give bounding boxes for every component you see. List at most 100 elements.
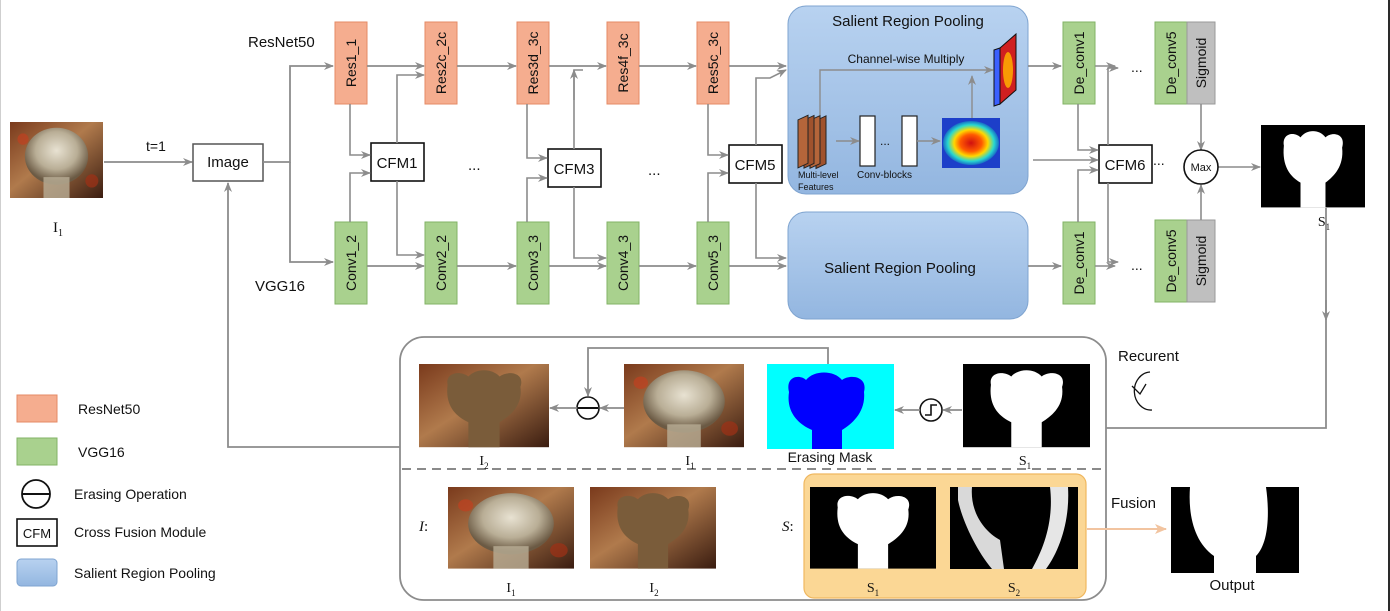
- legend: ResNet50 VGG16 Erasing Operation CFM Cro…: [16, 394, 216, 587]
- deconv-dots-top: ...: [1131, 59, 1143, 75]
- svg-text:CFM1: CFM1: [377, 155, 418, 172]
- svg-text:De_conv5: De_conv5: [1163, 31, 1179, 94]
- svg-text:Sigmoid: Sigmoid: [1193, 236, 1209, 287]
- dots-2: ...: [648, 162, 661, 179]
- saliency-set-label: S:: [782, 519, 794, 535]
- fusion-label: Fusion: [1111, 495, 1156, 512]
- saliency-set-s1: [810, 487, 936, 569]
- vgg-block-5: Conv5_3: [696, 221, 730, 305]
- deconv-top-1: De_conv1: [1062, 21, 1096, 105]
- erasing-operation-node: [576, 396, 600, 420]
- multi-level-features-icon: [797, 114, 827, 170]
- weighted-feature-cube: [993, 32, 1017, 107]
- legend-erase-icon: [21, 479, 51, 509]
- final-output-map: [1171, 487, 1299, 573]
- saliency-map-s1-label: S1: [1318, 215, 1330, 232]
- svg-text:De_conv1: De_conv1: [1071, 231, 1087, 294]
- srp-upper-title: Salient Region Pooling: [832, 13, 984, 30]
- svg-text:Res5c_3c: Res5c_3c: [705, 32, 721, 94]
- svg-text:Conv1_2: Conv1_2: [343, 235, 359, 291]
- vgg-block-3: Conv3_3: [516, 221, 550, 305]
- svg-text:Max: Max: [1191, 162, 1212, 174]
- legend-label-resnet: ResNet50: [78, 401, 140, 417]
- vgg-block-1: Conv1_2: [334, 221, 368, 305]
- resnet-block-5: Res5c_3c: [696, 21, 730, 105]
- multi-level-label-2: Features: [798, 182, 834, 192]
- conv-block-1: [859, 115, 876, 167]
- recurrent-loop-icon: [1131, 371, 1153, 411]
- svg-text:Res1_1: Res1_1: [343, 39, 359, 87]
- svg-text:CFM3: CFM3: [554, 161, 595, 178]
- erasing-mask-image: [767, 364, 894, 449]
- vgg-block-4: Conv4_3: [606, 221, 640, 305]
- image-set-i1: [448, 487, 574, 569]
- input-image-i1: [10, 122, 104, 198]
- resnet-block-4: Res4f_3c: [606, 21, 640, 105]
- channel-multiply-label: Channel-wise Multiply: [848, 52, 965, 66]
- vgg-block-2: Conv2_2: [424, 221, 458, 305]
- legend-swatch-srp: [16, 558, 58, 587]
- resnet-block-1: Res1_1: [334, 21, 368, 105]
- erased-image-i2: [419, 364, 549, 448]
- conv-block-2: [901, 115, 918, 167]
- svg-text:Conv4_3: Conv4_3: [615, 235, 631, 291]
- image-set-i2: [590, 487, 716, 569]
- original-image-i1: [624, 364, 744, 448]
- svg-text:Res2c_2c: Res2c_2c: [433, 32, 449, 94]
- recurrent-panel: [399, 336, 1107, 601]
- image-set-i1-label: I1: [506, 581, 515, 598]
- svg-text:De_conv5: De_conv5: [1163, 229, 1179, 292]
- resnet-branch-title: ResNet50: [248, 34, 315, 51]
- legend-swatch-cfm-text: CFM: [23, 526, 51, 541]
- multi-level-label-1: Multi-level: [798, 170, 839, 180]
- svg-text:CFM6: CFM6: [1105, 157, 1146, 174]
- legend-label-vgg: VGG16: [78, 444, 125, 460]
- deconv-bottom-5: De_conv5: [1154, 219, 1188, 303]
- saliency-set-s2: [950, 487, 1078, 569]
- legend-swatch-vgg: [16, 437, 58, 466]
- original-image-i1-label: I1: [685, 454, 694, 471]
- saliency-set-s1-label: S1: [867, 581, 879, 598]
- erasing-mask-label: Erasing Mask: [788, 449, 874, 465]
- legend-swatch-resnet: [16, 394, 58, 423]
- threshold-node: [919, 398, 943, 422]
- cfm-block-1: CFM1: [370, 142, 425, 182]
- svg-text:Conv3_3: Conv3_3: [525, 235, 541, 291]
- saliency-map-s1: [1261, 125, 1365, 208]
- svg-text:CFM5: CFM5: [735, 157, 776, 174]
- final-output-label: Output: [1209, 577, 1255, 594]
- conv-dots: ...: [880, 134, 890, 148]
- svg-text:Conv2_2: Conv2_2: [433, 235, 449, 291]
- vgg-branch-title: VGG16: [255, 278, 305, 295]
- recurrent-saliency-s1-label: S1: [1019, 454, 1031, 471]
- cfm-block-6: CFM6: [1098, 144, 1153, 184]
- sigmoid-top: Sigmoid: [1186, 21, 1216, 105]
- svg-text:Res3d_3c: Res3d_3c: [525, 31, 541, 94]
- attention-heatmap: [942, 118, 1000, 168]
- legend-label-cfm: Cross Fusion Module: [74, 524, 206, 540]
- srp-lower-title: Salient Region Pooling: [824, 260, 976, 277]
- image-set-i2-label: I2: [649, 581, 658, 598]
- svg-text:De_conv1: De_conv1: [1071, 31, 1087, 94]
- image-set-label: I:: [418, 519, 428, 535]
- input-image-label: I1: [53, 220, 63, 239]
- recurrent-saliency-s1: [963, 364, 1090, 448]
- saliency-set-s2-label: S2: [1008, 581, 1020, 598]
- svg-text:Sigmoid: Sigmoid: [1193, 38, 1209, 89]
- svg-text:Conv5_3: Conv5_3: [705, 235, 721, 291]
- legend-label-erase: Erasing Operation: [74, 486, 187, 502]
- deconv-dots-bottom: ...: [1131, 257, 1143, 273]
- max-node: Max: [1183, 149, 1219, 185]
- erased-image-i2-label: I2: [479, 454, 488, 471]
- legend-swatch-cfm: [16, 518, 58, 547]
- resnet-block-2: Res2c_2c: [424, 21, 458, 105]
- deconv-top-5: De_conv5: [1154, 21, 1188, 105]
- svg-text:Res4f_3c: Res4f_3c: [615, 33, 631, 92]
- image-node-label: Image: [207, 154, 249, 171]
- cfm-block-5: CFM5: [728, 144, 783, 184]
- dots-cfm6: ...: [1153, 152, 1165, 168]
- dots-1: ...: [468, 157, 481, 174]
- resnet-block-3: Res3d_3c: [516, 21, 550, 105]
- legend-label-srp: Salient Region Pooling: [74, 565, 216, 581]
